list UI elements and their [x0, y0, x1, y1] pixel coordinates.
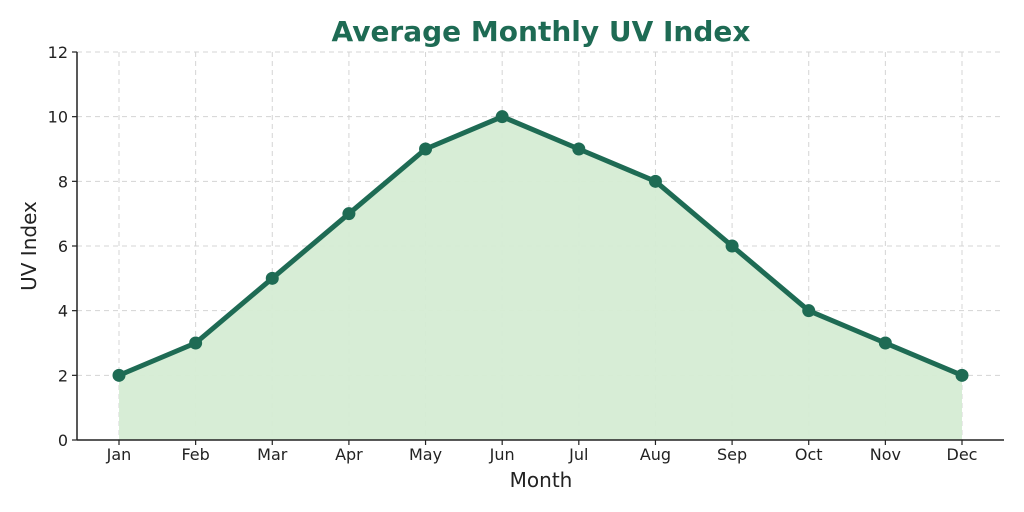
data-point-oct	[802, 304, 816, 318]
data-point-mar	[265, 271, 279, 285]
data-point-apr	[342, 207, 356, 221]
data-point-jul	[572, 142, 586, 156]
data-point-may	[419, 142, 433, 156]
x-tick-labels: Jan Feb Mar Apr May Jun Jul Aug Sep Oct Nov Dec	[106, 440, 978, 464]
data-point-aug	[648, 174, 662, 188]
x-tick-label-apr: Apr	[335, 445, 363, 464]
x-tick-label-nov: Nov	[870, 445, 901, 464]
y-tick-label-12: 12	[48, 43, 68, 62]
chart-title: Average Monthly UV Index	[332, 15, 751, 48]
data-point-jan	[112, 368, 126, 382]
x-tick-label-mar: Mar	[257, 445, 288, 464]
x-tick-label-jan: Jan	[106, 445, 132, 464]
y-axis-title: UV Index	[17, 201, 41, 291]
x-tick-label-aug: Aug	[640, 445, 671, 464]
y-tick-label-10: 10	[48, 108, 68, 127]
data-point-sep	[725, 239, 739, 253]
y-tick-label-4: 4	[58, 302, 68, 321]
data-points	[112, 110, 969, 382]
data-point-nov	[878, 336, 892, 350]
x-tick-label-jul: Jul	[568, 445, 588, 464]
x-tick-label-jun: Jun	[489, 445, 515, 464]
area-fill	[119, 116, 962, 441]
data-point-jun	[495, 110, 509, 124]
y-tick-label-8: 8	[58, 172, 68, 191]
x-tick-label-dec: Dec	[947, 445, 978, 464]
x-tick-label-feb: Feb	[181, 445, 209, 464]
x-tick-label-oct: Oct	[795, 445, 823, 464]
series-line	[116, 114, 965, 378]
data-point-feb	[189, 336, 203, 350]
y-tick-label-6: 6	[58, 237, 68, 256]
data-point-dec	[955, 368, 969, 382]
x-tick-label-may: May	[409, 445, 442, 464]
x-axis-title: Month	[510, 468, 573, 492]
y-tick-label-2: 2	[58, 366, 68, 385]
x-tick-label-sep: Sep	[717, 445, 747, 464]
y-tick-label-0: 0	[58, 431, 68, 450]
y-tick-labels: 0 2 4 6 8 10 12	[48, 43, 77, 450]
